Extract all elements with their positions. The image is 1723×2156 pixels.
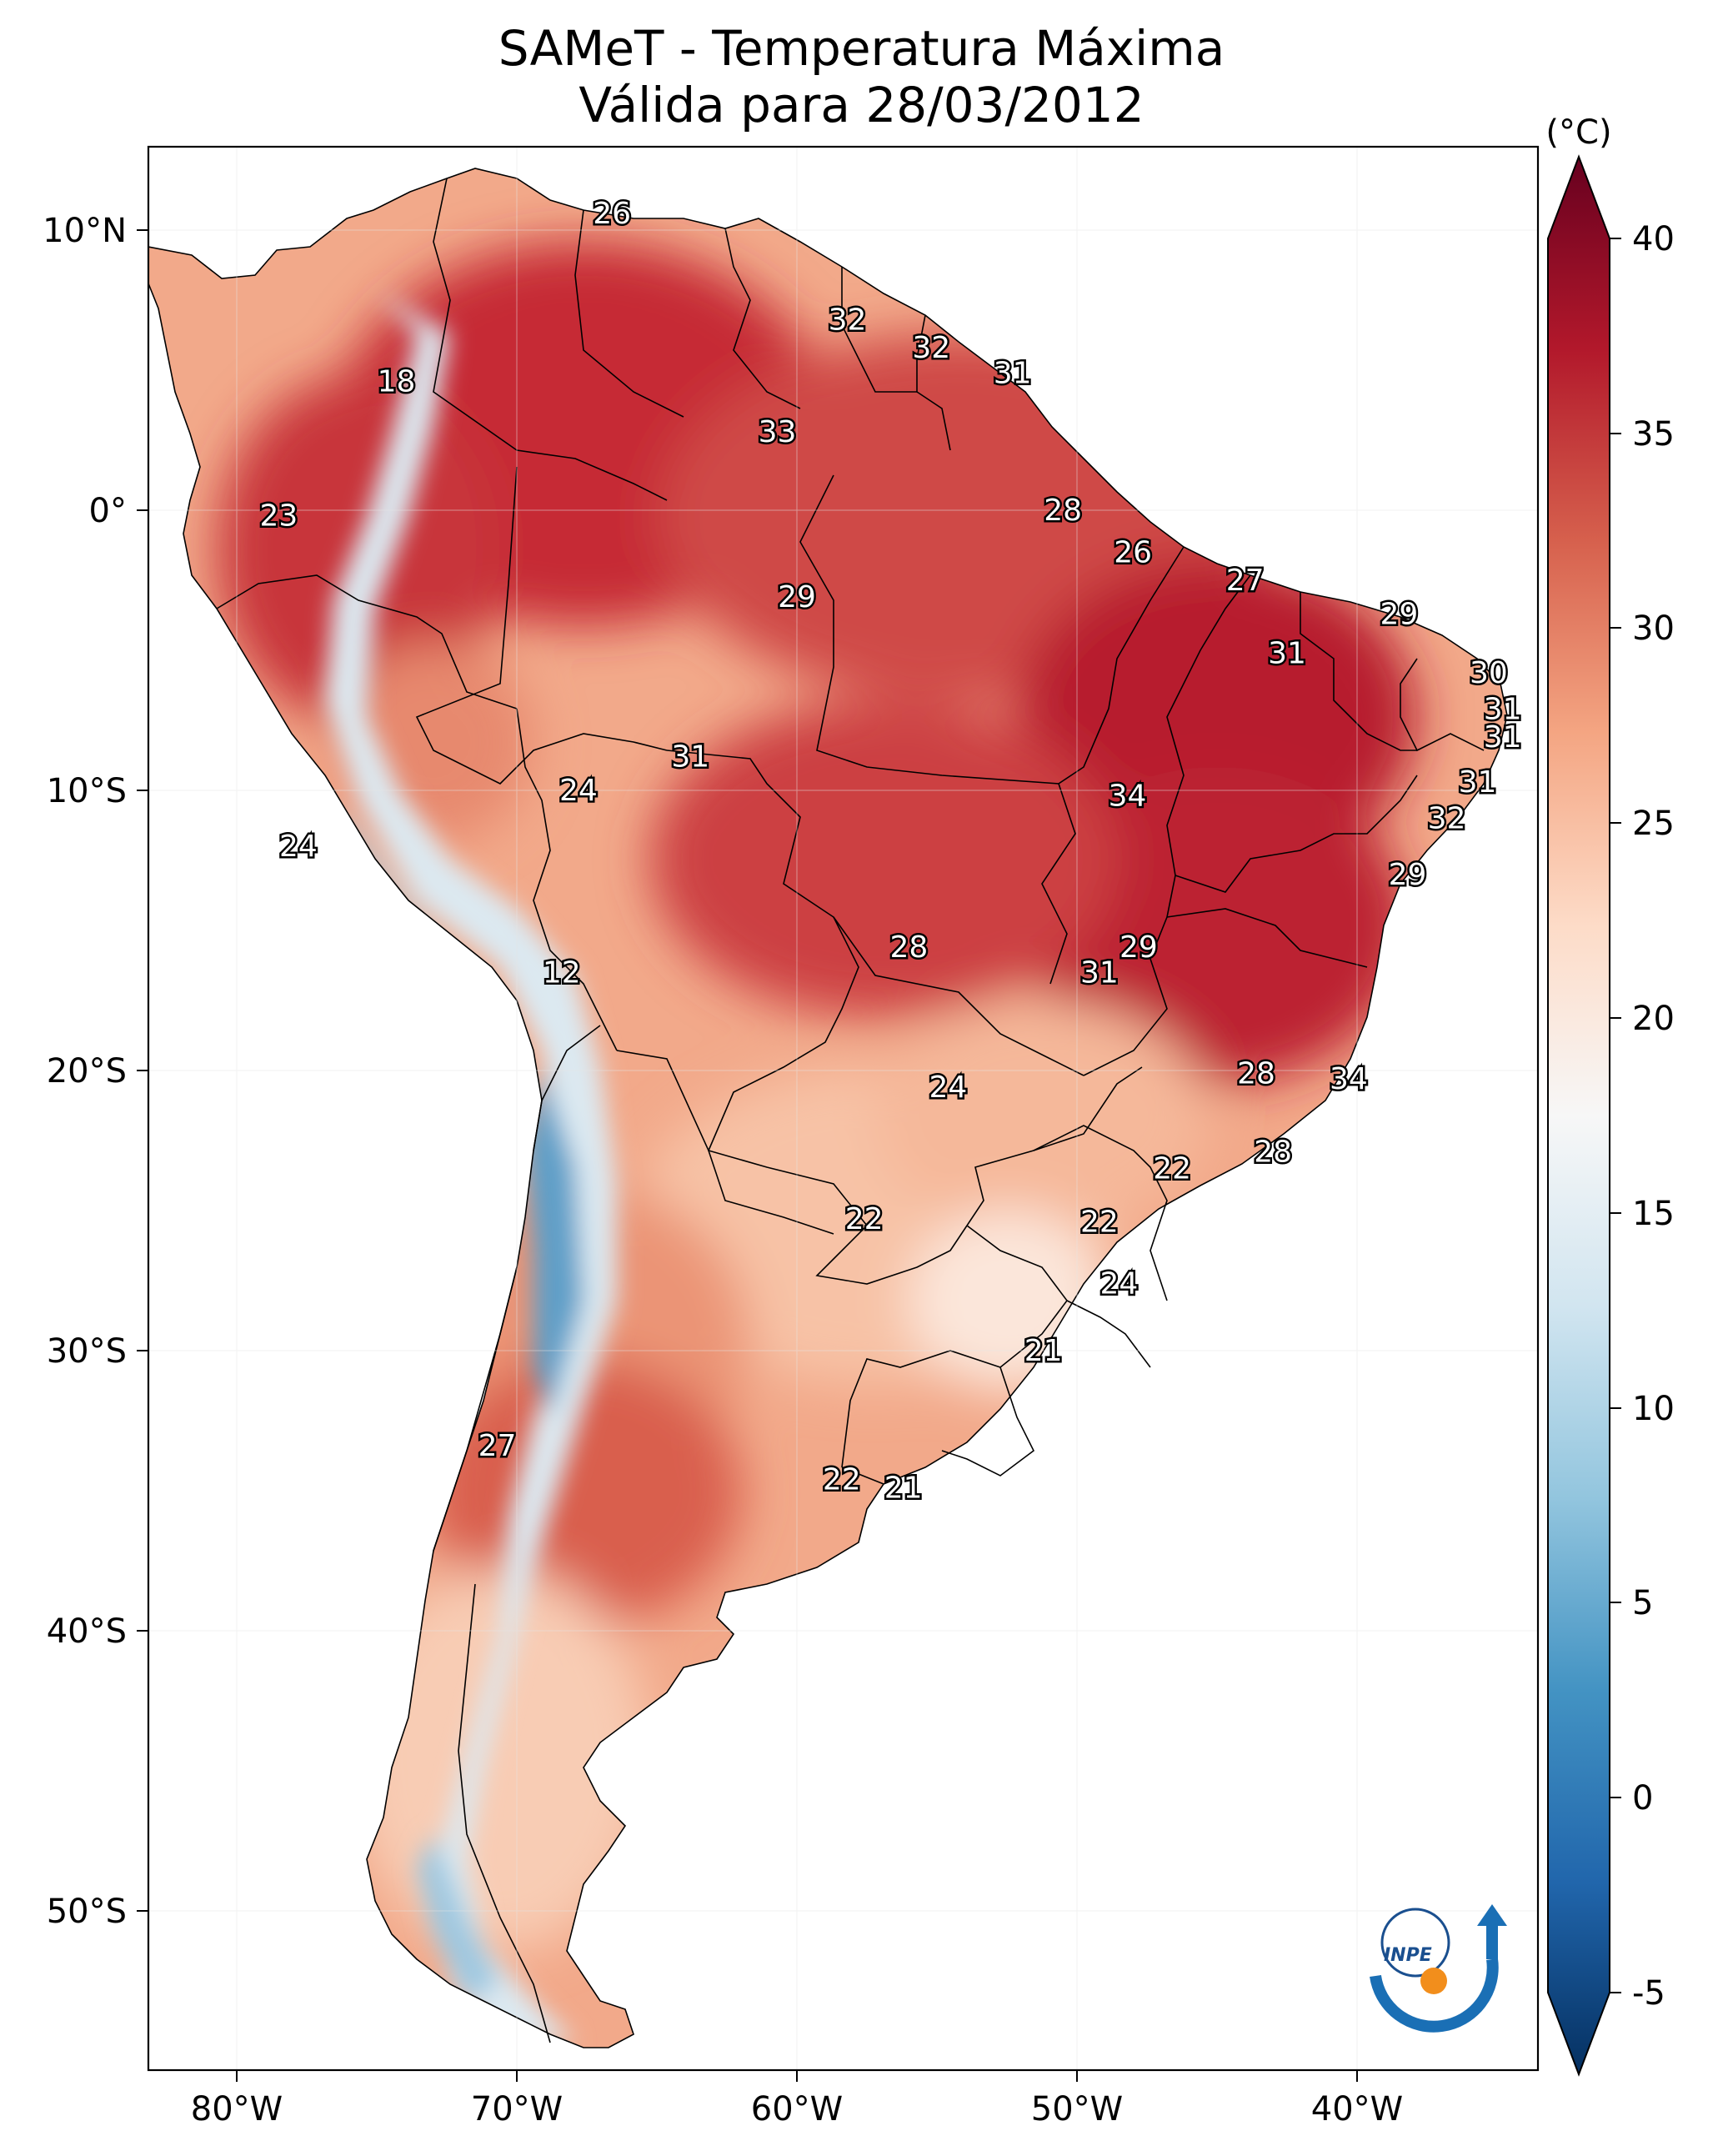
- title-line-2: Válida para 28/03/2012: [579, 77, 1144, 133]
- station-temperature-label: 21: [884, 1472, 923, 1506]
- station-temperature-label: 31: [671, 740, 709, 775]
- station-temperature-label: 31: [1459, 765, 1497, 800]
- lat-label: 50°S: [47, 1893, 127, 1931]
- station-temperature-label: 31: [1080, 955, 1119, 990]
- station-temperature-label: 23: [259, 499, 298, 534]
- logo-text: INPE: [1384, 1945, 1432, 1966]
- lat-label: 10°N: [43, 212, 127, 250]
- lat-label: 30°S: [47, 1332, 127, 1371]
- station-temperature-label: 34: [1330, 1062, 1368, 1096]
- lat-label: 20°S: [47, 1052, 127, 1091]
- colorbar-tick: -5: [1632, 1974, 1665, 2013]
- station-temperature-label: 32: [912, 331, 950, 365]
- temperature-field: [217, 242, 1417, 1951]
- colorbar-tick: 30: [1632, 609, 1675, 648]
- station-temperature-label: 29: [1389, 858, 1427, 892]
- station-temperature-label: 33: [759, 415, 797, 449]
- colorbar-gradient: [1547, 154, 1610, 2077]
- station-temperature-label: 28: [1237, 1056, 1275, 1091]
- station-temperature-label: 24: [279, 830, 318, 864]
- station-temperature-label: 31: [1484, 720, 1522, 755]
- station-temperature-label: 27: [1226, 564, 1265, 598]
- station-temperature-label: 24: [929, 1070, 967, 1105]
- station-temperature-label: 24: [559, 774, 598, 808]
- lat-label: 0°: [89, 492, 127, 530]
- plot-frame: [147, 145, 1540, 2072]
- station-temperature-label: 22: [845, 1202, 884, 1236]
- colorbar-tick: 40: [1632, 220, 1675, 258]
- station-temperature-label: 22: [1080, 1205, 1119, 1239]
- station-temperature-label: 29: [1119, 930, 1158, 965]
- colorbar-tick: 0: [1632, 1779, 1653, 1818]
- logo-swoosh: [1370, 1958, 1499, 2033]
- station-temperature-label: 29: [1380, 597, 1418, 631]
- lon-label: 50°W: [1031, 2090, 1123, 2128]
- station-temperature-label: 26: [1114, 535, 1152, 569]
- station-temperature-label: 29: [778, 580, 816, 614]
- logo-arrow-head-icon: [1477, 1904, 1507, 1926]
- station-temperature-label: 28: [1044, 494, 1082, 528]
- lat-label: 40°S: [47, 1612, 127, 1651]
- station-temperature-label: 22: [823, 1463, 861, 1497]
- y-axis: 10°N 0° 10°S 20°S 30°S 40°S 50°S: [43, 212, 148, 1931]
- colorbar-tick: 25: [1632, 805, 1675, 843]
- colorbar-tick: 20: [1632, 1000, 1675, 1038]
- map-title: SAMeT - Temperatura Máxima Válida para 2…: [0, 20, 1723, 133]
- title-line-1: SAMeT - Temperatura Máxima: [498, 20, 1225, 77]
- colorbar-unit: (°C): [1545, 113, 1611, 152]
- colorbar-tick: 10: [1632, 1390, 1675, 1428]
- station-temperature-label: 30: [1470, 656, 1508, 690]
- station-temperature-label: 24: [1099, 1266, 1138, 1301]
- station-temperature-label: 28: [1254, 1135, 1292, 1169]
- station-temperature-label: 32: [829, 303, 867, 338]
- station-temperature-label: 12: [543, 955, 581, 990]
- lon-label: 40°W: [1311, 2090, 1403, 2128]
- colorbar-tick: 35: [1632, 415, 1675, 454]
- station-temperature-label: 22: [1153, 1152, 1191, 1186]
- station-temperature-label: 34: [1109, 780, 1147, 814]
- colorbar: (°C) 40 35 30 25 20 15 10 5 0 -5: [1545, 113, 1675, 2077]
- logo-orbit: [1380, 1908, 1450, 1978]
- colorbar-tick: 15: [1632, 1195, 1675, 1233]
- graticule: [148, 147, 1538, 2070]
- country-borders: [148, 168, 1508, 2048]
- station-temperature-label: 31: [994, 356, 1032, 390]
- lon-label: 70°W: [471, 2090, 563, 2128]
- lat-label: 10°S: [47, 772, 127, 810]
- station-temperature-label: 28: [889, 930, 928, 965]
- station-temperature-label: 31: [1268, 636, 1306, 670]
- station-temperature-label: 26: [593, 197, 631, 231]
- logo-sun-icon: [1420, 1968, 1447, 1994]
- station-temperature-label: 27: [478, 1429, 517, 1463]
- lon-label: 80°W: [191, 2090, 283, 2128]
- x-axis: 80°W 70°W 60°W 50°W 40°W: [191, 2070, 1403, 2128]
- inpe-logo: INPE: [1370, 1904, 1507, 2033]
- colorbar-tick: 5: [1632, 1584, 1653, 1622]
- station-temperature-label: 31: [1484, 693, 1522, 727]
- station-temperature-label: 32: [1428, 802, 1466, 836]
- station-temperature-label: 21: [1024, 1334, 1063, 1368]
- lon-label: 60°W: [751, 2090, 843, 2128]
- station-temperature-label: 18: [378, 364, 416, 399]
